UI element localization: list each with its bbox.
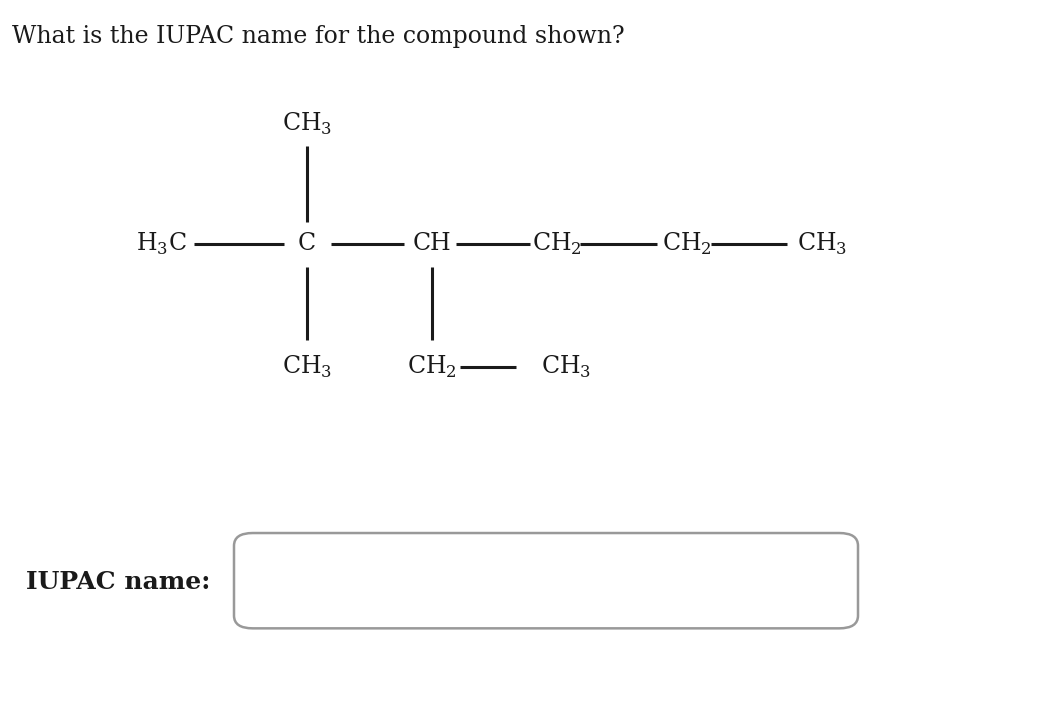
Text: CH$_{\mathregular{2}}$: CH$_{\mathregular{2}}$: [407, 354, 457, 381]
Text: CH$_{\mathregular{3}}$: CH$_{\mathregular{3}}$: [541, 354, 591, 381]
Text: IUPAC name:: IUPAC name:: [26, 570, 210, 594]
Text: CH$_{\mathregular{3}}$: CH$_{\mathregular{3}}$: [282, 354, 332, 381]
Text: CH$_{\mathregular{3}}$: CH$_{\mathregular{3}}$: [797, 230, 847, 257]
Text: CH$_{\mathregular{2}}$: CH$_{\mathregular{2}}$: [531, 230, 581, 257]
Text: CH$_{\mathregular{3}}$: CH$_{\mathregular{3}}$: [282, 110, 332, 137]
Text: C: C: [297, 232, 316, 255]
Text: CH$_{\mathregular{2}}$: CH$_{\mathregular{2}}$: [661, 230, 711, 257]
Text: CH: CH: [412, 232, 451, 255]
FancyBboxPatch shape: [234, 533, 858, 628]
Text: H$_{\mathregular{3}}$C: H$_{\mathregular{3}}$C: [136, 230, 186, 257]
Text: What is the IUPAC name for the compound shown?: What is the IUPAC name for the compound …: [12, 25, 625, 48]
